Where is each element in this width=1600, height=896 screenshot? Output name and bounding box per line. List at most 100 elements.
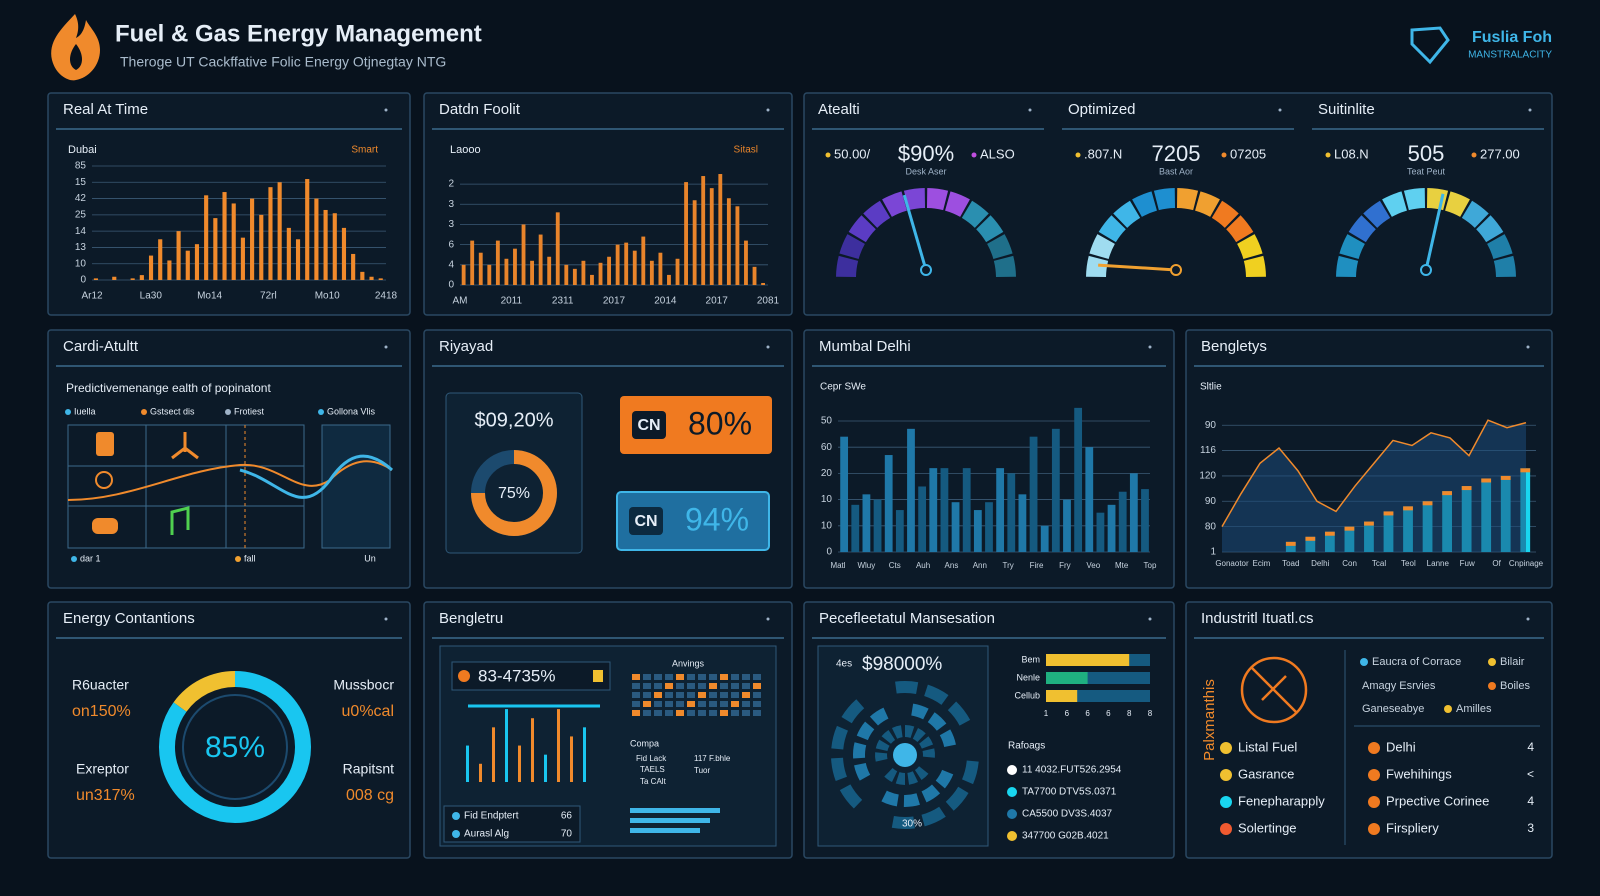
badge-value: 80% bbox=[688, 405, 752, 441]
bar bbox=[479, 763, 482, 782]
mini-cell bbox=[665, 692, 673, 698]
bar bbox=[222, 192, 227, 280]
x-tick-label: 2017 bbox=[603, 296, 626, 307]
hbar bbox=[1046, 654, 1130, 666]
list-item: Fenepharapply bbox=[1238, 793, 1325, 808]
bar bbox=[641, 236, 646, 285]
radial-segment bbox=[914, 766, 929, 781]
bar bbox=[572, 268, 577, 285]
mini-cell bbox=[676, 701, 684, 707]
item-value: 008 cg bbox=[346, 787, 394, 804]
mini-cell bbox=[654, 674, 662, 680]
bar bbox=[332, 213, 337, 280]
panel-title: Real At Time bbox=[63, 101, 148, 118]
gauge-segment bbox=[1113, 200, 1141, 229]
radial-segment bbox=[856, 721, 875, 741]
hbar-label: Bem bbox=[1021, 654, 1040, 664]
legend: Frotiest bbox=[234, 406, 265, 416]
bar bbox=[1029, 436, 1038, 552]
mini-cell bbox=[643, 683, 651, 689]
legend: Ganeseabye bbox=[1362, 703, 1424, 715]
panel-menu bbox=[384, 617, 388, 621]
bar bbox=[148, 255, 154, 280]
bar bbox=[530, 260, 535, 285]
bar bbox=[940, 468, 949, 552]
bar bbox=[1085, 447, 1094, 552]
gauge-segment bbox=[961, 200, 989, 229]
panel-menu bbox=[1526, 617, 1530, 621]
panel-menu bbox=[384, 345, 388, 349]
panel-title: Bengletru bbox=[439, 610, 503, 627]
x-tick-label: Wluy bbox=[857, 561, 875, 570]
bar bbox=[929, 468, 938, 552]
x-tick-label: Mte bbox=[1115, 561, 1129, 570]
mini-cell bbox=[731, 692, 739, 698]
line bbox=[1221, 419, 1527, 528]
mini-cell bbox=[742, 710, 750, 716]
gauge-segment bbox=[1176, 188, 1199, 211]
mini-cell bbox=[665, 674, 673, 680]
mini-cell bbox=[632, 710, 640, 716]
bar bbox=[305, 179, 310, 280]
list-item: Gasrance bbox=[1238, 766, 1294, 781]
mini-cell bbox=[698, 674, 706, 680]
bar bbox=[470, 240, 475, 285]
gauge-segment bbox=[986, 234, 1013, 260]
radial-segment bbox=[945, 786, 969, 811]
gauge-value: 7205 bbox=[1152, 141, 1201, 166]
x-tick-label: La30 bbox=[140, 291, 163, 302]
legend: Gstsect dis bbox=[150, 406, 195, 416]
badge-code-box bbox=[632, 411, 666, 439]
y-tick-label: 90 bbox=[1205, 420, 1217, 431]
radial-segment bbox=[875, 739, 890, 752]
gauge-segment bbox=[1426, 188, 1449, 211]
label: Predictivemenange ealth of popinatont bbox=[66, 381, 271, 395]
radial-segment bbox=[939, 729, 956, 748]
list-dot bbox=[1007, 787, 1017, 797]
gauge-segment bbox=[1225, 215, 1254, 243]
gauge-left: 50.00/ bbox=[834, 146, 871, 161]
mini-cell bbox=[687, 710, 695, 716]
bar bbox=[851, 504, 860, 552]
radial-segment bbox=[895, 772, 906, 785]
bar bbox=[951, 502, 960, 552]
list-item: Listal Fuel bbox=[1238, 739, 1297, 754]
mini-bar bbox=[630, 828, 700, 833]
bar bbox=[466, 745, 469, 782]
gauge-segment bbox=[1486, 234, 1513, 260]
kpi: $98000% bbox=[862, 654, 942, 675]
bar bbox=[895, 510, 904, 552]
radial-segment bbox=[891, 725, 903, 739]
radial-segment bbox=[921, 806, 946, 827]
legend: Amilles bbox=[1456, 703, 1492, 715]
y-tick-label: 120 bbox=[1199, 471, 1216, 482]
kpi-dot bbox=[458, 670, 470, 682]
item-name: Rapitsnt bbox=[343, 761, 394, 777]
y-tick-label: 60 bbox=[821, 442, 833, 453]
bar bbox=[176, 231, 181, 280]
gauge-segment bbox=[1132, 191, 1158, 218]
bar bbox=[492, 727, 495, 782]
bar-cap bbox=[1500, 475, 1511, 480]
panel bbox=[47, 329, 411, 589]
radial-segment bbox=[881, 729, 896, 744]
bar bbox=[158, 239, 163, 280]
subtitle: Theroge UT Cackffative Folic Energy Otjn… bbox=[120, 54, 446, 70]
bar bbox=[1018, 494, 1027, 552]
list-item: Delhi bbox=[1386, 739, 1416, 754]
mini-cell bbox=[643, 674, 651, 680]
bar-cap bbox=[1285, 541, 1296, 546]
badge bbox=[620, 396, 772, 454]
item-name: R6uacter bbox=[72, 677, 129, 693]
dot bbox=[1471, 152, 1477, 158]
legend: Tuor bbox=[694, 766, 710, 775]
y-tick-label: 1 bbox=[1210, 547, 1216, 558]
kpi: $09,20% bbox=[475, 409, 554, 431]
bar bbox=[378, 278, 383, 280]
bar bbox=[478, 252, 483, 285]
bar bbox=[557, 709, 560, 782]
mini-cell bbox=[698, 701, 706, 707]
bar bbox=[277, 182, 282, 280]
x-tick-label: 2311 bbox=[552, 296, 574, 307]
